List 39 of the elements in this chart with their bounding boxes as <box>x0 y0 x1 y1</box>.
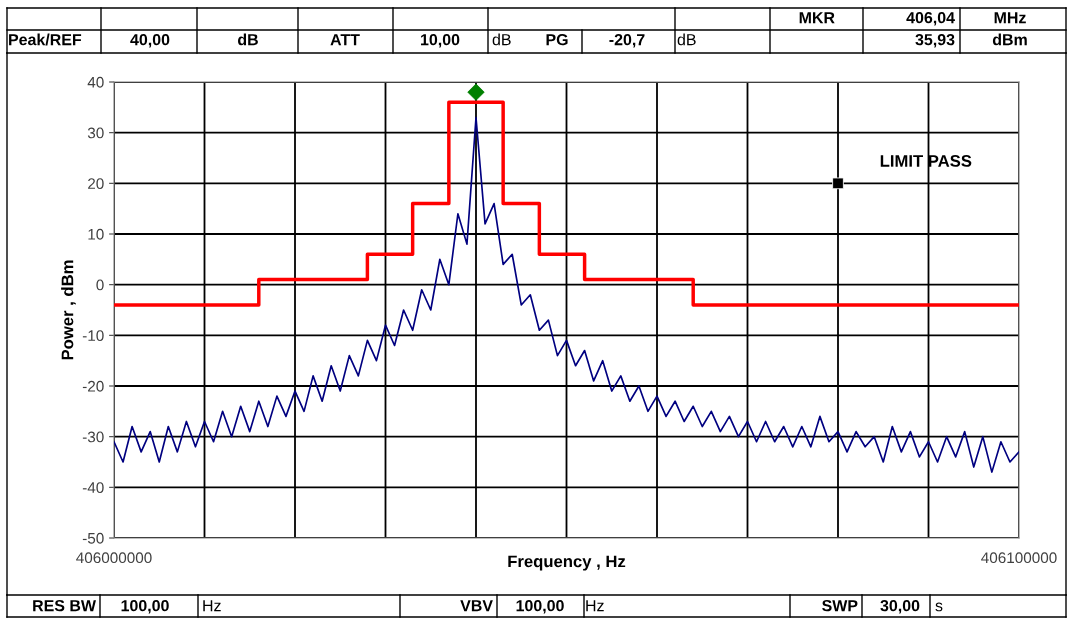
text: s <box>935 602 943 612</box>
y-tick-label: -20 <box>82 380 104 392</box>
y-tick-label: 0 <box>96 279 104 291</box>
text: -20,7 <box>609 33 645 48</box>
text: dB <box>677 33 696 46</box>
text: 40,00 <box>130 33 170 48</box>
text: Hz <box>203 600 221 612</box>
text: dBm <box>992 33 1027 46</box>
text: 100,00 <box>516 599 564 614</box>
text: Hz <box>586 600 604 612</box>
text: Peak/REF <box>9 33 82 46</box>
text: MHz <box>994 12 1026 24</box>
text: RES BW <box>33 599 96 612</box>
x-tick-label: 406000000 <box>76 552 152 564</box>
text: VBV <box>460 600 493 612</box>
x-tick-label: 406100000 <box>981 552 1057 564</box>
text: dB <box>238 33 258 46</box>
text: 35,93 <box>915 33 955 48</box>
text: MKR <box>799 12 835 24</box>
text: ATT <box>330 34 360 46</box>
y-axis-title: Power , dBm <box>61 260 76 360</box>
y-tick-label: -40 <box>82 482 104 494</box>
text: 10,00 <box>421 33 460 48</box>
text: SWP <box>822 599 858 612</box>
y-tick-label: -30 <box>82 431 104 443</box>
text: 100,00 <box>121 599 169 614</box>
x-axis-title: Frequency , Hz <box>508 555 626 571</box>
y-tick-label: 20 <box>88 178 104 190</box>
text: 30,00 <box>880 599 920 614</box>
text: PG <box>546 33 568 46</box>
y-tick-label: -50 <box>82 532 104 544</box>
y-tick-label: -10 <box>82 330 104 342</box>
y-tick-label: 30 <box>87 127 104 139</box>
text: dB <box>492 33 511 46</box>
text: 406,04 <box>906 11 955 26</box>
y-tick-label: 40 <box>87 76 104 88</box>
line-series <box>114 116 1019 473</box>
y-tick-label: 10 <box>88 228 104 240</box>
annotation: LIMIT PASS <box>880 155 972 167</box>
